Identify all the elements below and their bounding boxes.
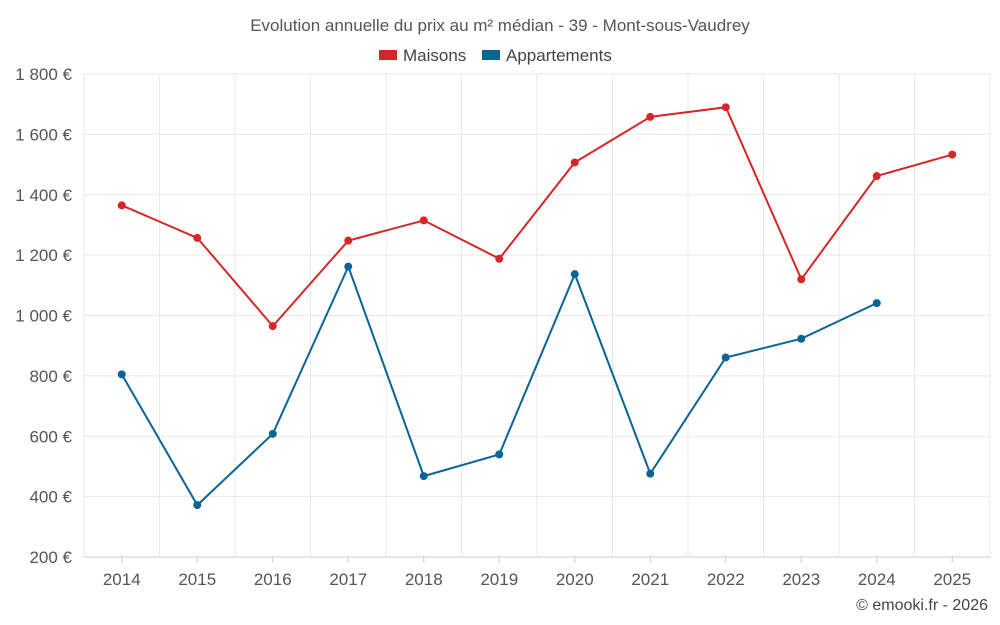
y-tick-label: 1 600 €: [15, 125, 72, 144]
x-tick-label: 2022: [707, 570, 745, 589]
data-point[interactable]: [495, 254, 504, 263]
data-point[interactable]: [570, 270, 579, 279]
x-tick-label: 2025: [933, 570, 971, 589]
y-axis: 200 € 400 € 600 € 800 € 1 000 € 1 200 € 1 400 …: [15, 65, 72, 567]
data-point[interactable]: [268, 429, 277, 438]
data-point[interactable]: [495, 450, 504, 459]
legend-item-appartements[interactable]: Appartements: [482, 46, 612, 65]
data-point[interactable]: [193, 501, 202, 510]
x-tick-label: 2014: [103, 570, 141, 589]
y-tick-label: 1 400 €: [15, 186, 72, 205]
x-tick-label: 2020: [556, 570, 594, 589]
x-axis: 2014 2015 2016 2017 2018 2019 2020 2021 2022 2023…: [84, 556, 990, 589]
x-tick-label: 2017: [329, 570, 367, 589]
y-tick-label: 600 €: [29, 427, 72, 446]
data-point[interactable]: [117, 201, 126, 210]
credit-text: © emooki.fr - 2026: [856, 597, 988, 614]
legend-label: Appartements: [506, 46, 612, 65]
legend-label: Maisons: [403, 46, 466, 65]
data-point[interactable]: [344, 236, 353, 245]
y-tick-label: 1 800 €: [15, 65, 72, 84]
data-point[interactable]: [117, 370, 126, 379]
x-tick-label: 2018: [405, 570, 443, 589]
data-point[interactable]: [948, 150, 957, 159]
chart-title: Evolution annuelle du prix au m² médian …: [250, 16, 750, 35]
x-tick-label: 2016: [254, 570, 292, 589]
series-maisons: [117, 103, 957, 331]
y-tick-label: 200 €: [29, 548, 72, 567]
data-point[interactable]: [646, 469, 655, 478]
y-tick-label: 1 200 €: [15, 246, 72, 265]
legend-swatch: [482, 50, 500, 60]
y-tick-label: 400 €: [29, 488, 72, 507]
data-point[interactable]: [872, 172, 881, 181]
data-point[interactable]: [646, 112, 655, 121]
data-point[interactable]: [419, 472, 428, 481]
x-tick-label: 2015: [178, 570, 216, 589]
data-point[interactable]: [193, 233, 202, 242]
x-tick-label: 2019: [480, 570, 518, 589]
data-point[interactable]: [570, 158, 579, 167]
legend-item-maisons[interactable]: Maisons: [379, 46, 466, 65]
grid: [83, 73, 991, 558]
y-tick-label: 1 000 €: [15, 307, 72, 326]
x-tick-label: 2024: [858, 570, 896, 589]
series-appartements: [117, 262, 881, 510]
y-tick-label: 800 €: [29, 367, 72, 386]
series-line: [121, 106, 953, 328]
data-point[interactable]: [419, 216, 428, 225]
data-point[interactable]: [797, 275, 806, 284]
data-point[interactable]: [797, 334, 806, 343]
data-point[interactable]: [344, 262, 353, 271]
x-tick-label: 2023: [782, 570, 820, 589]
series-group: [117, 103, 957, 510]
legend: Maisons Appartements: [379, 46, 612, 65]
legend-swatch: [379, 50, 397, 60]
data-point[interactable]: [721, 103, 730, 112]
data-point[interactable]: [721, 353, 730, 362]
data-point[interactable]: [268, 322, 277, 331]
data-point[interactable]: [872, 299, 881, 308]
x-tick-label: 2021: [631, 570, 669, 589]
